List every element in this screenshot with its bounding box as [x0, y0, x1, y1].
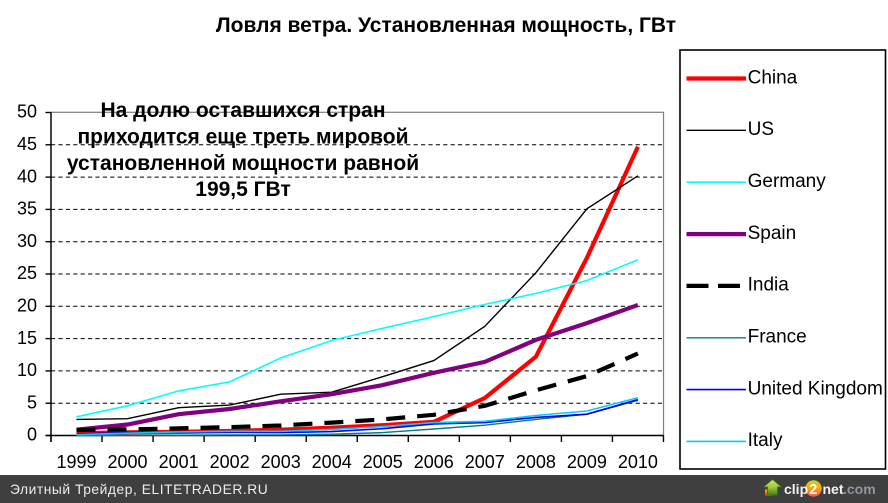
svg-text:clip: clip [784, 481, 808, 497]
svg-text:France: France [748, 327, 807, 348]
svg-text:10: 10 [17, 360, 37, 380]
svg-text:приходится еще треть мировой: приходится еще треть мировой [77, 125, 408, 148]
svg-text:2000: 2000 [107, 452, 147, 472]
svg-text:2006: 2006 [414, 452, 454, 472]
svg-text:45: 45 [17, 134, 37, 154]
svg-text:2008: 2008 [516, 452, 556, 472]
svg-text:20: 20 [17, 296, 37, 316]
svg-text:2010: 2010 [618, 452, 658, 472]
svg-text:India: India [748, 275, 790, 296]
svg-text:0: 0 [27, 425, 37, 445]
svg-text:5: 5 [27, 392, 37, 412]
svg-text:2007: 2007 [465, 452, 505, 472]
svg-text:China: China [748, 67, 798, 88]
svg-text:net: net [823, 481, 844, 497]
svg-text:2009: 2009 [567, 452, 607, 472]
svg-text:35: 35 [17, 199, 37, 219]
svg-text:.com: .com [843, 481, 876, 497]
svg-text:Italy: Italy [748, 430, 783, 451]
svg-text:установленной мощности равной: установленной мощности равной [67, 152, 419, 175]
svg-text:1999: 1999 [56, 452, 96, 472]
svg-text:2005: 2005 [363, 452, 403, 472]
svg-text:25: 25 [17, 263, 37, 283]
svg-text:2: 2 [809, 482, 817, 498]
svg-text:На долю оставшихся стран: На долю оставшихся стран [100, 99, 385, 122]
svg-text:United Kingdom: United Kingdom [748, 378, 883, 399]
svg-text:15: 15 [17, 328, 37, 348]
svg-text:2001: 2001 [159, 452, 199, 472]
svg-text:Spain: Spain [748, 223, 797, 244]
svg-text:50: 50 [17, 102, 37, 122]
svg-text:199,5 ГВт: 199,5 ГВт [195, 178, 290, 201]
svg-text:2003: 2003 [261, 452, 301, 472]
svg-text:Ловля ветра. Установленная мощ: Ловля ветра. Установленная мощность, ГВт [216, 14, 676, 37]
svg-text:US: US [748, 119, 774, 140]
svg-text:30: 30 [17, 231, 37, 251]
svg-text:2004: 2004 [312, 452, 352, 472]
svg-text:2002: 2002 [210, 452, 250, 472]
svg-text:40: 40 [17, 166, 37, 186]
svg-text:Germany: Germany [748, 171, 827, 192]
svg-text:Элитный Трейдер, ELITETRADER.R: Элитный Трейдер, ELITETRADER.RU [10, 482, 268, 497]
